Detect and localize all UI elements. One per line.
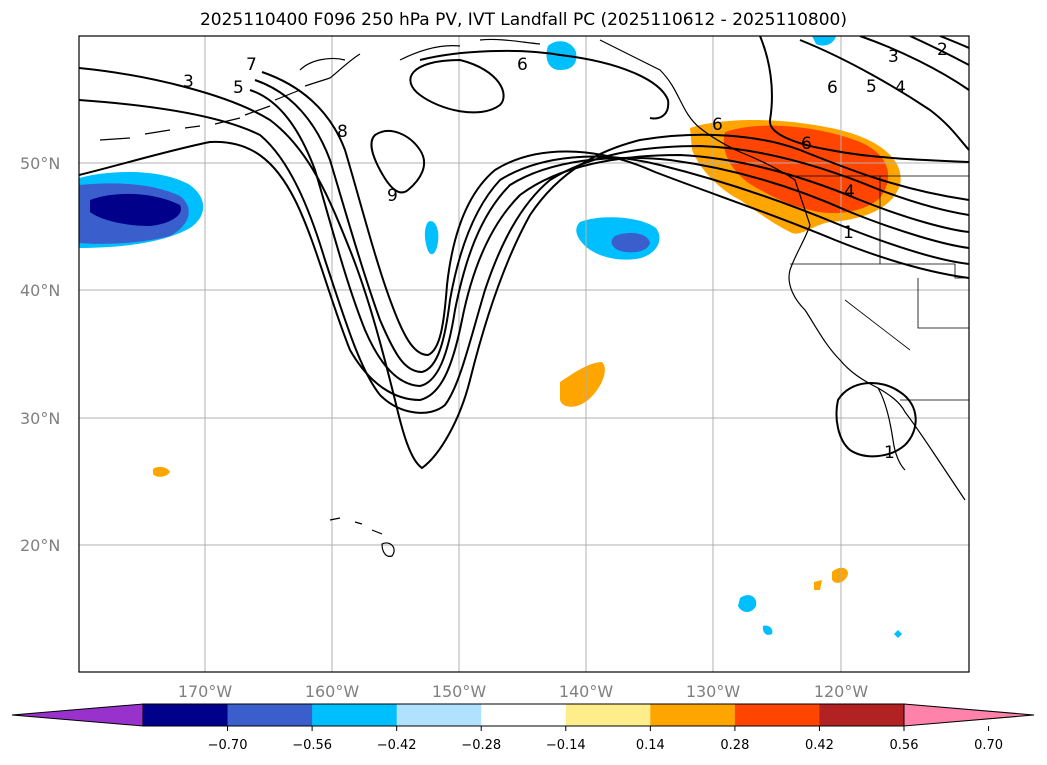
lon-label: 120°W — [814, 682, 869, 701]
colorbar-tick-label: −0.70 — [208, 738, 248, 753]
colorbar-tick-label: 0.28 — [720, 738, 749, 753]
colorbar-right-extension — [903, 703, 1035, 727]
neg-anomaly-s3 — [894, 630, 902, 638]
map-frame — [78, 35, 970, 673]
colorbar-segment — [565, 704, 651, 726]
colorbar-segment — [650, 704, 736, 726]
pos-anomaly-se2 — [814, 580, 822, 590]
contour-label: 2 — [937, 40, 948, 60]
colorbar-tick-label: −0.28 — [461, 738, 501, 753]
contour-label: 3 — [888, 47, 899, 67]
pv-contours — [79, 36, 969, 470]
colorbar: −0.70 −0.56 −0.42 −0.28 −0.14 0.14 0.28 0.42 0.5… — [11, 703, 1035, 753]
longitude-labels: 170°W 160°W 150°W 140°W 130°W 120°W — [178, 682, 869, 701]
lat-label: 30°N — [20, 409, 60, 428]
lon-label: 140°W — [559, 682, 614, 701]
colorbar-segment — [143, 704, 229, 726]
colorbar-segment — [734, 704, 820, 726]
contour-label: 5 — [866, 77, 877, 97]
contour-label: 6 — [827, 78, 838, 98]
lon-label: 130°W — [686, 682, 741, 701]
contour-label: 3 — [183, 72, 194, 92]
colorbar-segment — [396, 704, 482, 726]
pos-anomaly-mid — [560, 362, 605, 407]
colorbar-tick-label: 0.42 — [805, 738, 834, 753]
colorbar-tick-label: −0.56 — [292, 738, 332, 753]
colorbar-tick-label: −0.14 — [546, 738, 586, 753]
lon-label: 160°W — [305, 682, 360, 701]
contour-label: 6 — [517, 55, 528, 75]
lat-label: 20°N — [20, 536, 60, 555]
contour-label: 6 — [801, 134, 812, 154]
colorbar-tick-label: −0.42 — [377, 738, 417, 753]
contour-label: 9 — [387, 186, 398, 206]
pos-anomaly-se1 — [832, 567, 848, 583]
contour-label: 4 — [895, 78, 906, 98]
pos-anomaly-sw — [153, 466, 170, 477]
lat-label: 50°N — [20, 154, 60, 173]
latitude-labels: 50°N 40°N 30°N 20°N — [20, 154, 60, 555]
colorbar-segment — [481, 704, 567, 726]
neg-anomaly-center-core — [611, 232, 650, 253]
lat-label: 40°N — [20, 281, 60, 300]
pv-contour — [79, 67, 969, 470]
colorbar-frame — [142, 703, 905, 727]
contour-label: 7 — [246, 55, 257, 75]
lon-label: 170°W — [178, 682, 233, 701]
contour-label: 4 — [844, 182, 855, 202]
pos-anomaly-coast-core — [723, 125, 889, 214]
neg-anomaly-s1 — [738, 595, 757, 612]
contour-labels: 3 5 7 8 9 6 6 3 2 6 5 4 6 4 1 1 — [183, 40, 948, 463]
graticule — [79, 36, 969, 672]
colorbar-segment — [819, 704, 905, 726]
neg-anomaly-ne — [812, 36, 836, 46]
contour-label: 5 — [233, 78, 244, 98]
neg-anomaly-small-1 — [424, 221, 439, 255]
contour-label: 1 — [843, 223, 854, 243]
colorbar-segment — [312, 704, 398, 726]
coastlines — [99, 38, 969, 557]
colorbar-tick-label: 0.70 — [974, 738, 1003, 753]
neg-anomaly-s2 — [762, 625, 773, 635]
neg-anomaly-west-peak — [90, 193, 181, 226]
lon-label: 150°W — [432, 682, 487, 701]
contour-label: 1 — [884, 443, 895, 463]
colorbar-tick-label: 0.56 — [890, 738, 919, 753]
colorbar-segment — [227, 704, 313, 726]
colorbar-tick-label: 0.14 — [636, 738, 665, 753]
colorbar-left-extension — [11, 703, 144, 727]
contour-label: 6 — [712, 115, 723, 135]
contour-label: 8 — [337, 122, 348, 142]
chart-title: 2025110400 F096 250 hPa PV, IVT Landfall… — [199, 10, 847, 30]
